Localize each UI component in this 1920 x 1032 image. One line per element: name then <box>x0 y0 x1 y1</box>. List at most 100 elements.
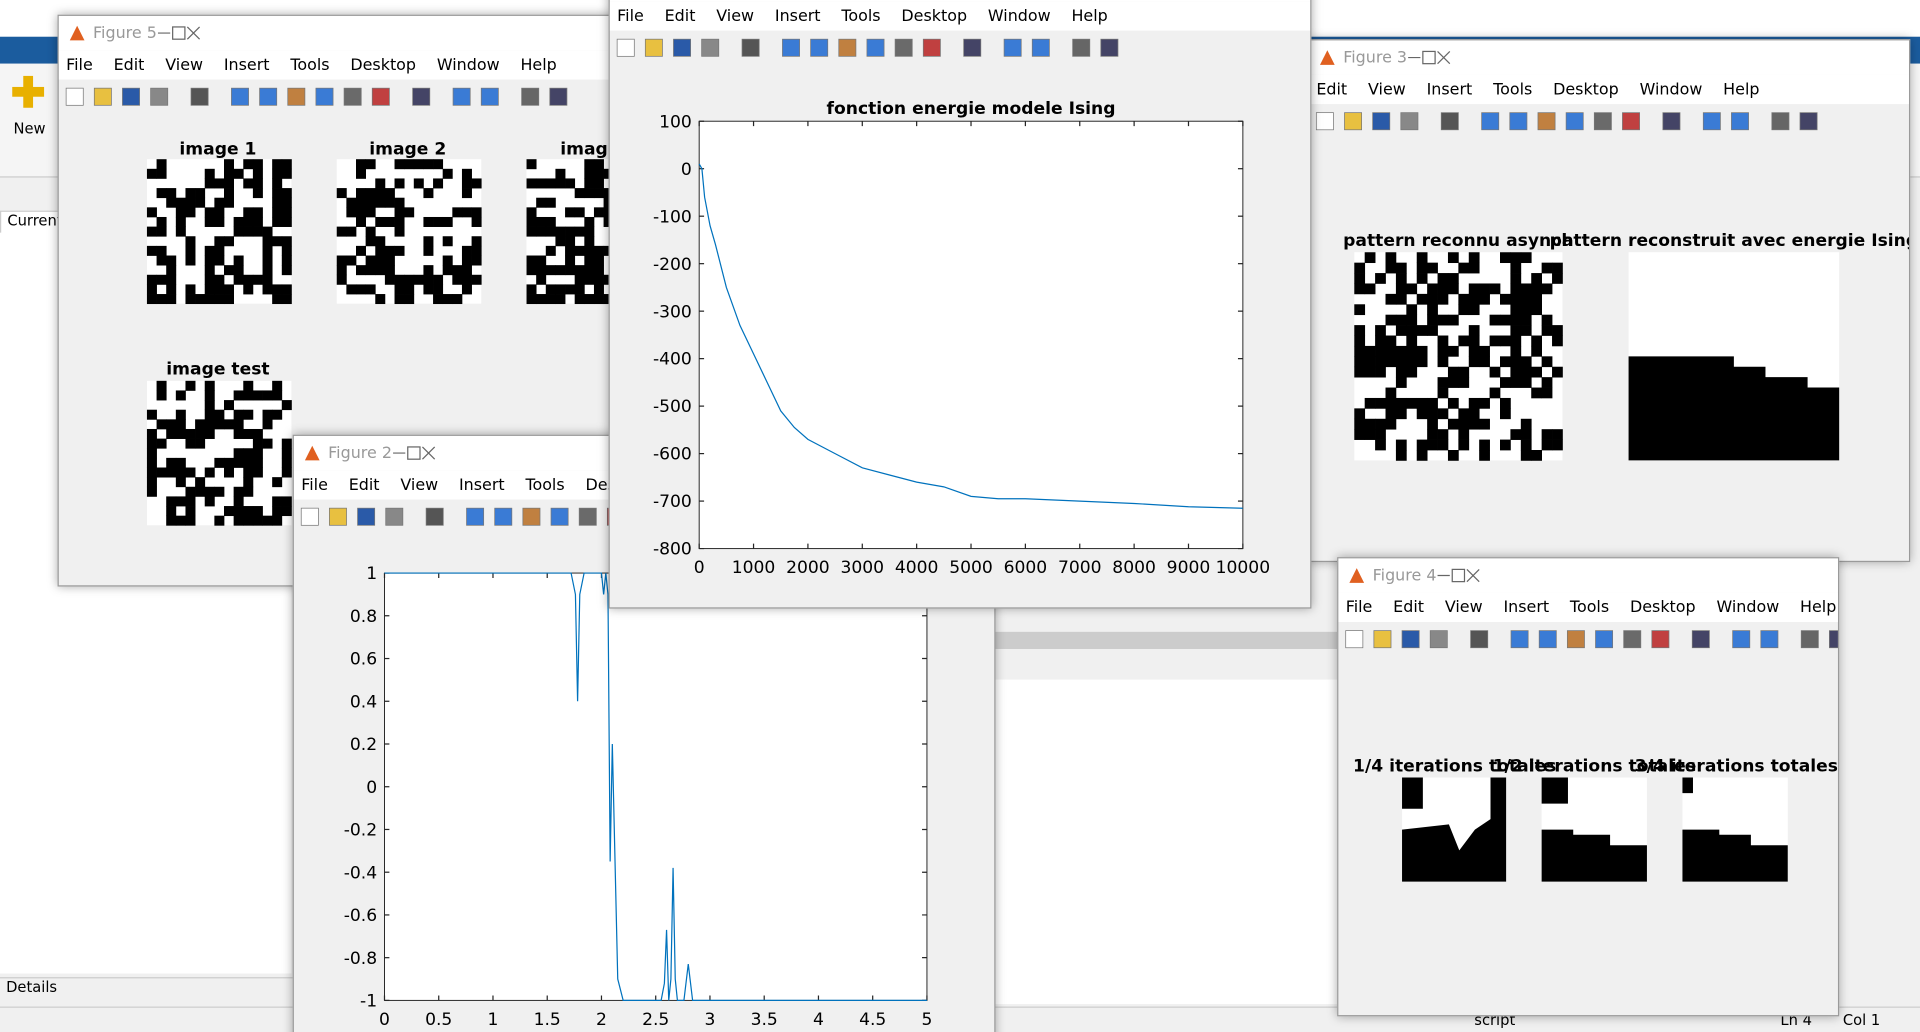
tool-button[interactable] <box>1595 630 1614 649</box>
menu-item[interactable]: View <box>1367 80 1406 99</box>
tool-button[interactable] <box>1440 112 1459 131</box>
tool-button[interactable] <box>1538 630 1557 649</box>
menu-item[interactable]: Tools <box>290 55 330 75</box>
window-close-button[interactable] <box>1436 50 1451 65</box>
tool-button[interactable] <box>1344 112 1363 131</box>
tool-button[interactable] <box>329 507 347 526</box>
menu-item[interactable]: View <box>1444 598 1483 617</box>
menu-item[interactable]: Window <box>987 6 1051 26</box>
window-close-button[interactable] <box>421 446 436 461</box>
tool-button[interactable] <box>578 507 597 526</box>
tool-button[interactable] <box>1662 112 1681 131</box>
tool-button[interactable] <box>1800 630 1819 649</box>
details-panel[interactable]: Details <box>0 977 298 1003</box>
tool-button[interactable] <box>1565 112 1584 131</box>
menu-item[interactable]: Desktop <box>901 6 968 26</box>
tool-button[interactable] <box>1345 630 1364 649</box>
menu-item[interactable]: View <box>400 475 439 495</box>
tool-button[interactable] <box>425 507 444 526</box>
tool-button[interactable] <box>894 38 913 57</box>
menu-item[interactable]: Edit <box>664 6 696 26</box>
tool-button[interactable] <box>810 38 829 57</box>
tool-button[interactable] <box>644 38 663 57</box>
tool-button[interactable] <box>65 87 84 106</box>
tool-button[interactable] <box>549 87 568 106</box>
tool-button[interactable] <box>521 87 540 106</box>
tool-button[interactable] <box>259 87 278 106</box>
menu-item[interactable]: Window <box>1716 598 1780 617</box>
tool-button[interactable] <box>1400 112 1419 131</box>
tool-button[interactable] <box>1623 630 1642 649</box>
tool-button[interactable] <box>385 507 404 526</box>
menu-item[interactable]: Tools <box>525 475 565 495</box>
menu-item[interactable]: Insert <box>223 55 270 75</box>
tool-button[interactable] <box>1470 630 1489 649</box>
window-min-button[interactable] <box>1436 568 1451 583</box>
tool-button[interactable] <box>1760 630 1779 649</box>
tool-button[interactable] <box>1509 112 1528 131</box>
window-min-button[interactable] <box>157 26 172 41</box>
window-max-button[interactable] <box>172 26 187 41</box>
menu-item[interactable]: Window <box>436 55 500 75</box>
tool-button[interactable] <box>452 87 471 106</box>
tool-button[interactable] <box>1731 112 1749 131</box>
tool-button[interactable] <box>1401 630 1420 649</box>
tool-button[interactable] <box>287 87 306 106</box>
tool-button[interactable] <box>838 38 857 57</box>
tool-button[interactable] <box>343 87 362 106</box>
tool-button[interactable] <box>93 87 112 106</box>
tool-button[interactable] <box>1100 38 1119 57</box>
tool-button[interactable] <box>466 507 485 526</box>
menu-item[interactable]: Edit <box>1316 80 1348 99</box>
tool-button[interactable] <box>1593 112 1612 131</box>
tool-button[interactable] <box>1429 630 1448 649</box>
window-max-button[interactable] <box>407 446 422 461</box>
menu-item[interactable]: Edit <box>113 55 145 75</box>
tool-button[interactable] <box>1031 38 1050 57</box>
menu-item[interactable]: Window <box>1639 80 1703 99</box>
menu-item[interactable]: Help <box>1723 80 1760 99</box>
menu-item[interactable]: Desktop <box>1629 598 1696 617</box>
menu-item[interactable]: Desktop <box>1553 80 1619 99</box>
window-close-button[interactable] <box>1466 568 1481 583</box>
tool-button[interactable] <box>550 507 569 526</box>
tool-button[interactable] <box>1315 112 1334 131</box>
tool-button[interactable] <box>494 507 513 526</box>
tool-button[interactable] <box>782 38 800 57</box>
tool-button[interactable] <box>1372 112 1391 131</box>
tool-button[interactable] <box>673 38 691 57</box>
tool-button[interactable] <box>922 38 941 57</box>
menu-item[interactable]: File <box>617 6 644 26</box>
window-min-button[interactable] <box>392 446 407 461</box>
menu-item[interactable]: Tools <box>841 6 881 26</box>
tool-button[interactable] <box>701 38 720 57</box>
tool-button[interactable] <box>357 507 376 526</box>
window-close-button[interactable] <box>186 26 201 41</box>
menu-item[interactable]: View <box>716 6 755 26</box>
tool-button[interactable] <box>150 87 169 106</box>
tool-button[interactable] <box>1003 38 1022 57</box>
menu-item[interactable]: File <box>1345 598 1373 617</box>
window-min-button[interactable] <box>1407 50 1422 65</box>
tool-button[interactable] <box>1566 630 1585 649</box>
tool-button[interactable] <box>1373 630 1392 649</box>
tool-button[interactable] <box>480 87 499 106</box>
tool-button[interactable] <box>522 507 541 526</box>
tool-button[interactable] <box>1771 112 1790 131</box>
menu-item[interactable]: Edit <box>348 475 380 495</box>
menu-item[interactable]: Help <box>520 55 557 75</box>
tool-button[interactable] <box>231 87 249 106</box>
tool-button[interactable] <box>371 87 390 106</box>
menu-item[interactable]: Insert <box>458 475 505 495</box>
menu-item[interactable]: File <box>301 475 328 495</box>
tool-button[interactable] <box>190 87 209 106</box>
tool-button[interactable] <box>1829 630 1838 649</box>
window-max-button[interactable] <box>1451 568 1466 583</box>
tool-button[interactable] <box>1622 112 1640 131</box>
menu-item[interactable]: Tools <box>1493 80 1533 99</box>
menu-item[interactable]: Edit <box>1393 598 1425 617</box>
menu-item[interactable]: Tools <box>1569 598 1610 617</box>
tool-button[interactable] <box>1481 112 1500 131</box>
tool-button[interactable] <box>1072 38 1091 57</box>
menu-item[interactable]: Insert <box>774 6 821 26</box>
